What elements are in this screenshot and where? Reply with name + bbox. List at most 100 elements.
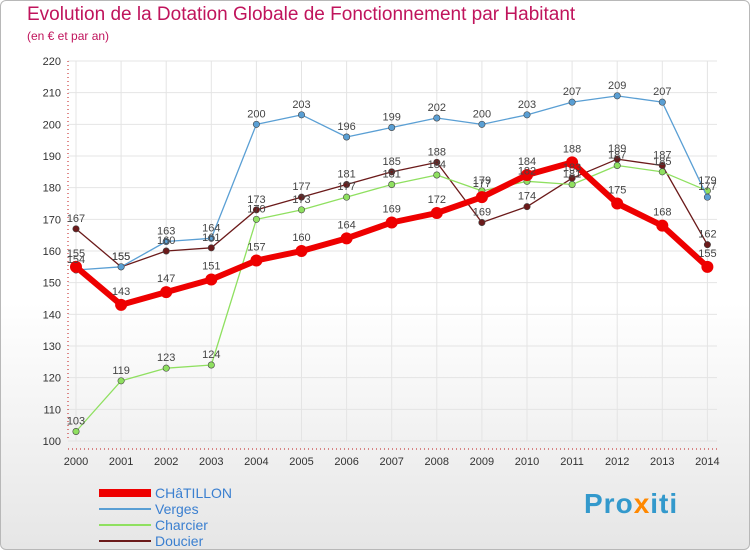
point-chtillon	[521, 169, 533, 181]
y-tick-label: 220	[43, 56, 61, 68]
point-verges	[297, 111, 305, 119]
data-label-chtillon: 169	[383, 204, 401, 216]
point-charcier	[343, 193, 351, 201]
point-chtillon	[656, 219, 669, 232]
data-label-chtillon: 155	[698, 248, 716, 260]
data-label-doucier: 177	[292, 181, 310, 193]
data-label-doucier: 160	[157, 235, 175, 247]
y-tick-label: 100	[43, 436, 61, 448]
point-doucier	[703, 241, 711, 249]
data-label-doucier: 183	[563, 162, 581, 174]
y-tick-label: 200	[43, 119, 61, 131]
point-doucier	[297, 193, 305, 201]
point-doucier	[388, 168, 396, 176]
y-tick-label: 180	[43, 183, 61, 195]
y-tick-label: 120	[43, 373, 61, 385]
y-tick-label: 140	[43, 309, 61, 321]
point-doucier	[252, 206, 260, 214]
data-label-charcier: 177	[337, 181, 355, 193]
y-tick-label: 110	[43, 404, 61, 416]
point-chtillon	[701, 260, 714, 273]
x-tick-label: 2003	[199, 456, 223, 468]
point-charcier	[117, 377, 125, 385]
data-label-verges: 203	[292, 99, 310, 111]
legend-label-charcier: Charcier	[155, 517, 208, 533]
point-verges	[703, 193, 711, 201]
x-tick-label: 2002	[154, 456, 178, 468]
x-tick-label: 2006	[334, 456, 358, 468]
legend-swatch-verges	[99, 508, 151, 510]
data-label-doucier: 167	[67, 213, 85, 225]
point-verges	[388, 124, 396, 132]
point-charcier	[297, 206, 305, 214]
data-label-verges: 200	[473, 108, 491, 120]
y-tick-label: 170	[43, 214, 61, 226]
point-chtillon	[205, 273, 218, 286]
chart-subtitle: (en € et par an)	[27, 29, 110, 43]
point-charcier	[162, 364, 170, 372]
data-label-doucier: 173	[247, 194, 265, 206]
point-chtillon	[250, 254, 263, 267]
data-label-verges: 207	[653, 86, 671, 98]
x-tick-label: 2013	[650, 456, 674, 468]
data-label-verges: 209	[608, 80, 626, 92]
data-label-chtillon: 168	[653, 207, 671, 219]
data-label-chtillon: 160	[292, 232, 310, 244]
data-label-doucier: 187	[653, 150, 671, 162]
data-label-charcier: 187	[608, 150, 626, 162]
data-label-charcier: 173	[292, 194, 310, 206]
legend-label-doucier: Doucier	[155, 533, 204, 549]
data-label-charcier: 184	[428, 159, 446, 171]
point-verges	[523, 111, 531, 119]
point-doucier	[433, 158, 441, 166]
point-doucier	[523, 203, 531, 211]
x-tick-label: 2011	[560, 456, 584, 468]
y-tick-label: 190	[43, 151, 61, 163]
point-verges	[207, 234, 215, 242]
legend-item-doucier: Doucier	[99, 533, 299, 549]
legend-swatch-chatillon	[99, 489, 151, 497]
data-label-verges: 203	[518, 99, 536, 111]
point-verges	[343, 133, 351, 141]
legend-item-verges: Verges	[99, 501, 299, 517]
legend-label-chatillon: CHâTILLON	[155, 485, 233, 501]
x-tick-label: 2001	[109, 456, 133, 468]
y-tick-label: 160	[43, 246, 61, 258]
point-chtillon	[295, 245, 308, 257]
series-layer	[70, 92, 714, 435]
x-tick-label: 2008	[425, 456, 449, 468]
y-tick-label: 150	[43, 278, 61, 290]
data-label-chtillon: 151	[202, 261, 220, 273]
data-label-verges: 196	[337, 121, 355, 133]
point-chtillon	[566, 156, 579, 169]
y-tick-label: 210	[43, 88, 61, 100]
point-chtillon	[115, 298, 128, 311]
data-label-doucier: 162	[698, 229, 716, 241]
data-label-charcier: 181	[383, 169, 401, 181]
data-label-charcier: 103	[67, 416, 85, 428]
data-label-verges: 163	[157, 226, 175, 238]
data-label-verges: 164	[202, 222, 220, 234]
x-tick-label: 2009	[470, 456, 494, 468]
point-doucier	[72, 225, 80, 233]
data-label-doucier: 188	[428, 146, 446, 158]
point-chtillon	[475, 191, 488, 204]
data-label-verges: 200	[247, 108, 265, 120]
data-label-chtillon: 184	[518, 156, 536, 168]
proxiti-logo: Proxiti	[584, 488, 678, 520]
point-chtillon	[340, 232, 353, 245]
data-label-chtillon: 177	[473, 178, 491, 190]
data-label-chtillon: 172	[428, 194, 446, 206]
point-charcier	[568, 181, 576, 189]
point-chtillon	[160, 286, 173, 299]
logo-part-2: x	[633, 488, 651, 519]
data-label-chtillon: 157	[247, 242, 265, 254]
axis-layer: 100 110 120 130 140 150 160 170 180 190 200 210 220 2…	[43, 56, 720, 468]
point-chtillon	[385, 216, 398, 229]
data-label-charcier: 119	[112, 365, 130, 377]
legend-item-chatillon: CHâTILLON	[99, 485, 299, 501]
data-label-doucier: 169	[473, 207, 491, 219]
point-verges	[252, 120, 260, 128]
data-label-verges: 155	[112, 251, 130, 263]
x-tick-label: 2005	[289, 456, 313, 468]
